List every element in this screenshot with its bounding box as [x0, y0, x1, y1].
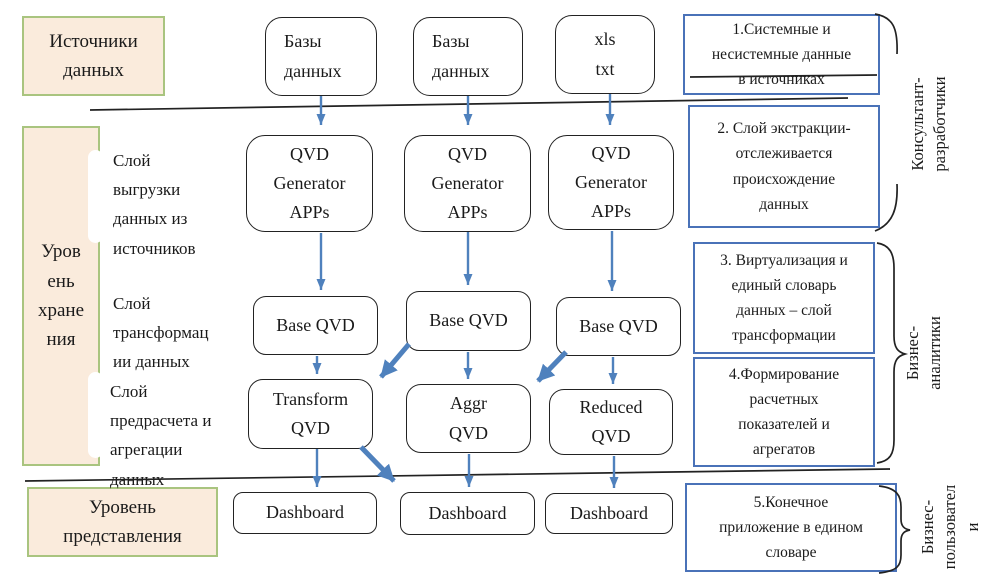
node-qvd-generator-1: QVD Generator APPs [246, 135, 373, 232]
note-3-virtualization: 3. Виртуализация и единый словарь данных… [693, 242, 875, 354]
node-source-db-1: Базы данных [265, 17, 377, 96]
node-base-qvd-1: Base QVD [253, 296, 378, 355]
storage-box-notch [88, 372, 103, 458]
node-qvd-generator-2: QVD Generator APPs [404, 135, 531, 232]
node-dashboard-2: Dashboard [400, 492, 535, 535]
node-qvd-generator-3: QVD Generator APPs [548, 135, 674, 230]
note-5-final-app: 5.Конечное приложение в едином словаре [685, 483, 897, 572]
layer-label-transform: Слой трансформац ии данных [113, 294, 209, 372]
node-base-qvd-2: Base QVD [406, 291, 531, 351]
note-2-extraction-layer: 2. Слой экстракции- отслеживается происх… [688, 105, 880, 228]
arrow-base2-to-transform [379, 342, 411, 379]
node-source-files: xls txt [555, 15, 655, 94]
layer-label-extract: Слой выгрузки данных из источников [113, 151, 196, 258]
node-base-qvd-3: Base QVD [556, 297, 681, 356]
node-reduced-qvd: Reduced QVD [549, 389, 673, 455]
arrow-base3-to-aggr [536, 350, 568, 383]
role-label-business-users: Бизнес- пользовател и [918, 484, 982, 570]
arrow-transform-to-dashboard2 [359, 445, 396, 483]
node-transform-qvd: Transform QVD [248, 379, 373, 449]
node-dashboard-1: Dashboard [233, 492, 377, 534]
role-label-consultant-developers: Консультант- разработчики [908, 76, 950, 172]
node-dashboard-3: Dashboard [545, 493, 673, 534]
level-box-presentation: Уровень представления [27, 487, 218, 557]
brace-analysts [876, 242, 909, 464]
note-4-indicators: 4.Формирование расчетных показателей и а… [693, 357, 875, 467]
note-1-source-data: 1.Системные и несистемные данные в источ… [683, 14, 880, 95]
node-aggr-qvd: Aggr QVD [406, 384, 531, 453]
layer-label-aggregation: Слой предрасчета и агрегации данных [110, 382, 212, 489]
node-source-db-2: Базы данных [413, 17, 523, 96]
storage-box-notch [88, 150, 103, 243]
level-box-sources: Источники данных [22, 16, 165, 96]
role-label-business-analysts: Бизнес- аналитики [903, 316, 945, 390]
level-box-storage: Уров ень хране ния [22, 126, 100, 466]
